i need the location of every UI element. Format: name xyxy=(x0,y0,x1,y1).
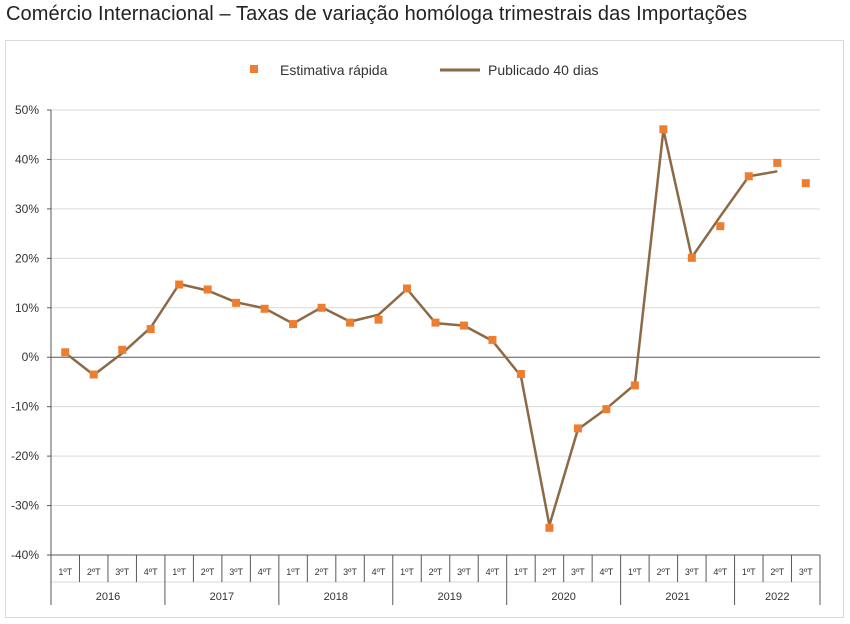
quarter-tick-label: 3ºT xyxy=(571,567,585,577)
quarter-tick-label: 4ºT xyxy=(372,567,386,577)
y-tick-label: 20% xyxy=(15,251,39,265)
quarter-tick-label: 4ºT xyxy=(144,567,158,577)
quarter-tick-label: 2ºT xyxy=(315,567,329,577)
quarter-tick-label: 4ºT xyxy=(486,567,500,577)
y-tick-label: -10% xyxy=(11,400,39,414)
marker-estimativa-rapida xyxy=(488,335,497,344)
marker-estimativa-rapida xyxy=(545,523,554,532)
quarter-tick-label: 4ºT xyxy=(713,567,727,577)
marker-estimativa-rapida xyxy=(716,222,725,231)
marker-estimativa-rapida xyxy=(232,298,241,307)
quarter-tick-label: 2ºT xyxy=(543,567,557,577)
quarter-tick-label: 2ºT xyxy=(656,567,670,577)
quarter-tick-label: 1ºT xyxy=(742,567,756,577)
quarter-tick-label: 3ºT xyxy=(343,567,357,577)
chart-title: Comércio Internacional – Taxas de variaç… xyxy=(6,3,748,25)
year-tick-label: 2022 xyxy=(765,591,789,603)
marker-estimativa-rapida xyxy=(516,370,525,379)
marker-estimativa-rapida xyxy=(602,405,611,414)
gridlines xyxy=(51,109,820,556)
marker-estimativa-rapida xyxy=(744,172,753,181)
quarter-tick-label: 2ºT xyxy=(770,567,784,577)
marker-estimativa-rapida xyxy=(203,285,212,294)
series-line-publicado xyxy=(64,128,778,527)
marker-estimativa-rapida xyxy=(403,284,412,293)
y-tick-label: 10% xyxy=(15,301,39,315)
marker-estimativa-rapida xyxy=(773,158,782,167)
y-tick-label: -20% xyxy=(11,449,39,463)
quarter-tick-label: 1ºT xyxy=(400,567,414,577)
quarter-tick-label: 3ºT xyxy=(457,567,471,577)
marker-estimativa-rapida xyxy=(801,179,810,188)
y-tick-label: -30% xyxy=(11,499,39,513)
legend-marker-estimativa xyxy=(250,65,258,73)
marker-estimativa-rapida xyxy=(175,280,184,289)
marker-estimativa-rapida xyxy=(687,253,696,262)
quarter-tick-label: 3ºT xyxy=(799,567,813,577)
quarter-tick-label: 1ºT xyxy=(286,567,300,577)
year-tick-label: 2017 xyxy=(210,591,234,603)
quarter-tick-label: 1ºT xyxy=(514,567,528,577)
marker-estimativa-rapida xyxy=(317,303,326,312)
year-tick-label: 2019 xyxy=(437,591,461,603)
marker-estimativa-rapida xyxy=(260,304,269,313)
marker-estimativa-rapida xyxy=(431,318,440,327)
quarter-tick-label: 1ºT xyxy=(628,567,642,577)
y-tick-label: 0% xyxy=(22,350,40,364)
series-markers-estimativa xyxy=(61,125,810,532)
y-tick-label: -40% xyxy=(11,548,39,562)
marker-estimativa-rapida xyxy=(146,325,155,334)
marker-estimativa-rapida xyxy=(61,348,70,357)
quarter-tick-label: 2ºT xyxy=(429,567,443,577)
legend: Estimativa rápida Publicado 40 dias xyxy=(250,62,599,78)
y-tick-label: 40% xyxy=(15,152,39,166)
quarter-tick-label: 3ºT xyxy=(685,567,699,577)
marker-estimativa-rapida xyxy=(374,315,383,324)
quarter-tick-label: 2ºT xyxy=(87,567,101,577)
year-tick-label: 2021 xyxy=(665,591,689,603)
quarter-tick-label: 3ºT xyxy=(115,567,129,577)
marker-estimativa-rapida xyxy=(659,125,668,134)
quarter-tick-label: 2ºT xyxy=(201,567,215,577)
marker-estimativa-rapida xyxy=(630,381,639,390)
marker-estimativa-rapida xyxy=(459,321,468,330)
quarter-tick-label: 1ºT xyxy=(172,567,186,577)
marker-estimativa-rapida xyxy=(118,345,127,354)
x-axis: 1ºT 2ºT 3ºT 4ºT 1ºT 2ºT 3ºT 4ºT 1ºT 2ºT 3ºT 4ºT 1ºT 2… xyxy=(50,554,821,605)
y-tick-label: 30% xyxy=(15,202,39,216)
marker-estimativa-rapida xyxy=(289,320,298,329)
line-publicado-40-dias xyxy=(64,128,778,527)
chart-frame xyxy=(5,40,844,618)
marker-estimativa-rapida xyxy=(89,370,98,379)
year-tick-label: 2016 xyxy=(96,591,120,603)
legend-label-publicado: Publicado 40 dias xyxy=(488,62,599,78)
quarter-tick-label: 4ºT xyxy=(599,567,613,577)
legend-label-estimativa: Estimativa rápida xyxy=(280,62,388,78)
year-tick-label: 2018 xyxy=(324,591,348,603)
marker-estimativa-rapida xyxy=(573,424,582,433)
quarter-tick-label: 3ºT xyxy=(229,567,243,577)
quarter-tick-label: 1ºT xyxy=(58,567,72,577)
y-axis: -40% -30% -20% -10% 0% 10% 20% 30% 40% 50% xyxy=(11,103,52,562)
y-tick-label: 50% xyxy=(15,103,39,117)
year-tick-label: 2020 xyxy=(551,591,575,603)
marker-estimativa-rapida xyxy=(346,318,355,327)
quarter-tick-label: 4ºT xyxy=(258,567,272,577)
